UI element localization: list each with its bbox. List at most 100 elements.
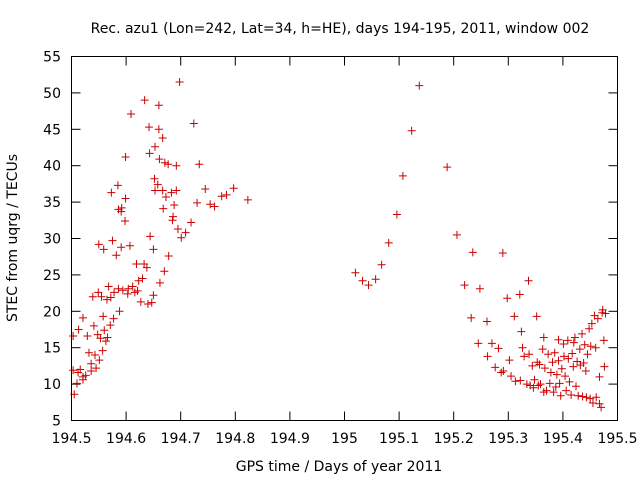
data-point <box>585 324 594 333</box>
data-point <box>569 362 578 371</box>
data-point <box>168 216 177 225</box>
data-point <box>243 195 252 204</box>
data-point <box>118 286 127 295</box>
data-point <box>88 292 97 301</box>
data-point <box>87 366 96 375</box>
data-point <box>181 228 190 237</box>
data-point <box>149 291 158 300</box>
data-point <box>150 174 159 183</box>
y-tick-label: 10 <box>43 377 61 393</box>
data-point <box>125 241 134 250</box>
data-point <box>106 293 115 302</box>
data-point <box>573 357 582 366</box>
x-tick-label: 194.7 <box>161 431 201 447</box>
data-point <box>123 289 132 298</box>
x-tick-label: 195.3 <box>488 431 528 447</box>
data-point <box>189 119 198 128</box>
data-point <box>112 251 121 260</box>
data-point <box>177 233 186 242</box>
data-point <box>117 203 126 212</box>
data-point <box>117 207 126 216</box>
data-point <box>377 260 386 269</box>
data-point <box>99 312 108 321</box>
data-point <box>92 364 101 373</box>
data-point <box>132 259 141 268</box>
data-point <box>592 393 601 402</box>
data-point <box>69 366 78 375</box>
data-point <box>491 363 500 372</box>
data-point <box>158 134 167 143</box>
data-point <box>69 332 78 341</box>
data-point <box>539 333 548 342</box>
data-point <box>561 372 570 381</box>
data-point <box>532 312 541 321</box>
data-point <box>529 383 538 392</box>
data-point <box>100 326 109 335</box>
data-point <box>507 372 516 381</box>
data-point <box>153 180 162 189</box>
data-point <box>563 336 572 345</box>
data-point <box>94 240 103 249</box>
axis-ticks: 194.5 194.6 194.7 194.8 194.9 195 195.1 195.2 19… <box>43 50 637 448</box>
data-point <box>525 350 534 359</box>
data-point <box>149 245 158 254</box>
y-tick-label: 50 <box>43 86 61 102</box>
y-tick-label: 55 <box>43 50 61 66</box>
data-point <box>536 380 545 389</box>
data-point <box>103 333 112 342</box>
data-point <box>498 249 507 258</box>
data-point <box>158 186 167 195</box>
data-point <box>568 349 577 358</box>
data-point <box>384 238 393 247</box>
data-point <box>460 281 469 290</box>
data-point <box>593 314 602 323</box>
data-point <box>583 350 592 359</box>
data-point <box>89 321 98 330</box>
data-point <box>443 163 452 172</box>
data-point <box>136 297 145 306</box>
data-point <box>562 386 571 395</box>
plot-frame <box>71 56 618 421</box>
data-point <box>556 391 565 400</box>
data-point <box>114 284 123 293</box>
data-point <box>173 225 182 234</box>
data-point <box>520 352 529 361</box>
data-point <box>550 348 559 357</box>
data-point <box>133 286 142 295</box>
x-tick-label: 195.2 <box>434 431 474 447</box>
data-point <box>582 393 591 402</box>
data-point <box>524 276 533 285</box>
data-point <box>569 338 578 347</box>
data-point <box>398 171 407 180</box>
data-point <box>554 356 563 365</box>
data-point <box>559 352 568 361</box>
data-point <box>499 366 508 375</box>
data-point <box>578 329 587 338</box>
data-point <box>555 379 564 388</box>
data-point <box>549 388 558 397</box>
data-point <box>591 343 600 352</box>
data-point <box>127 110 136 119</box>
data-point <box>581 366 590 375</box>
data-point <box>503 294 512 303</box>
data-point <box>195 160 204 169</box>
data-point <box>467 313 476 322</box>
data-point <box>487 339 496 348</box>
chart-title: Rec. azu1 (Lon=242, Lat=34, h=HE), days … <box>91 21 590 37</box>
data-point <box>101 337 110 346</box>
data-point <box>595 372 604 381</box>
data-point <box>505 356 514 365</box>
y-tick-label: 15 <box>43 341 61 357</box>
data-point <box>540 364 549 373</box>
data-point <box>522 380 531 389</box>
data-point <box>483 317 492 326</box>
data-point <box>187 218 196 227</box>
data-point <box>154 101 163 110</box>
data-point <box>164 251 173 260</box>
x-tick-label: 195.4 <box>543 431 583 447</box>
data-point <box>535 360 544 369</box>
data-point <box>601 309 610 318</box>
data-point <box>81 371 90 380</box>
